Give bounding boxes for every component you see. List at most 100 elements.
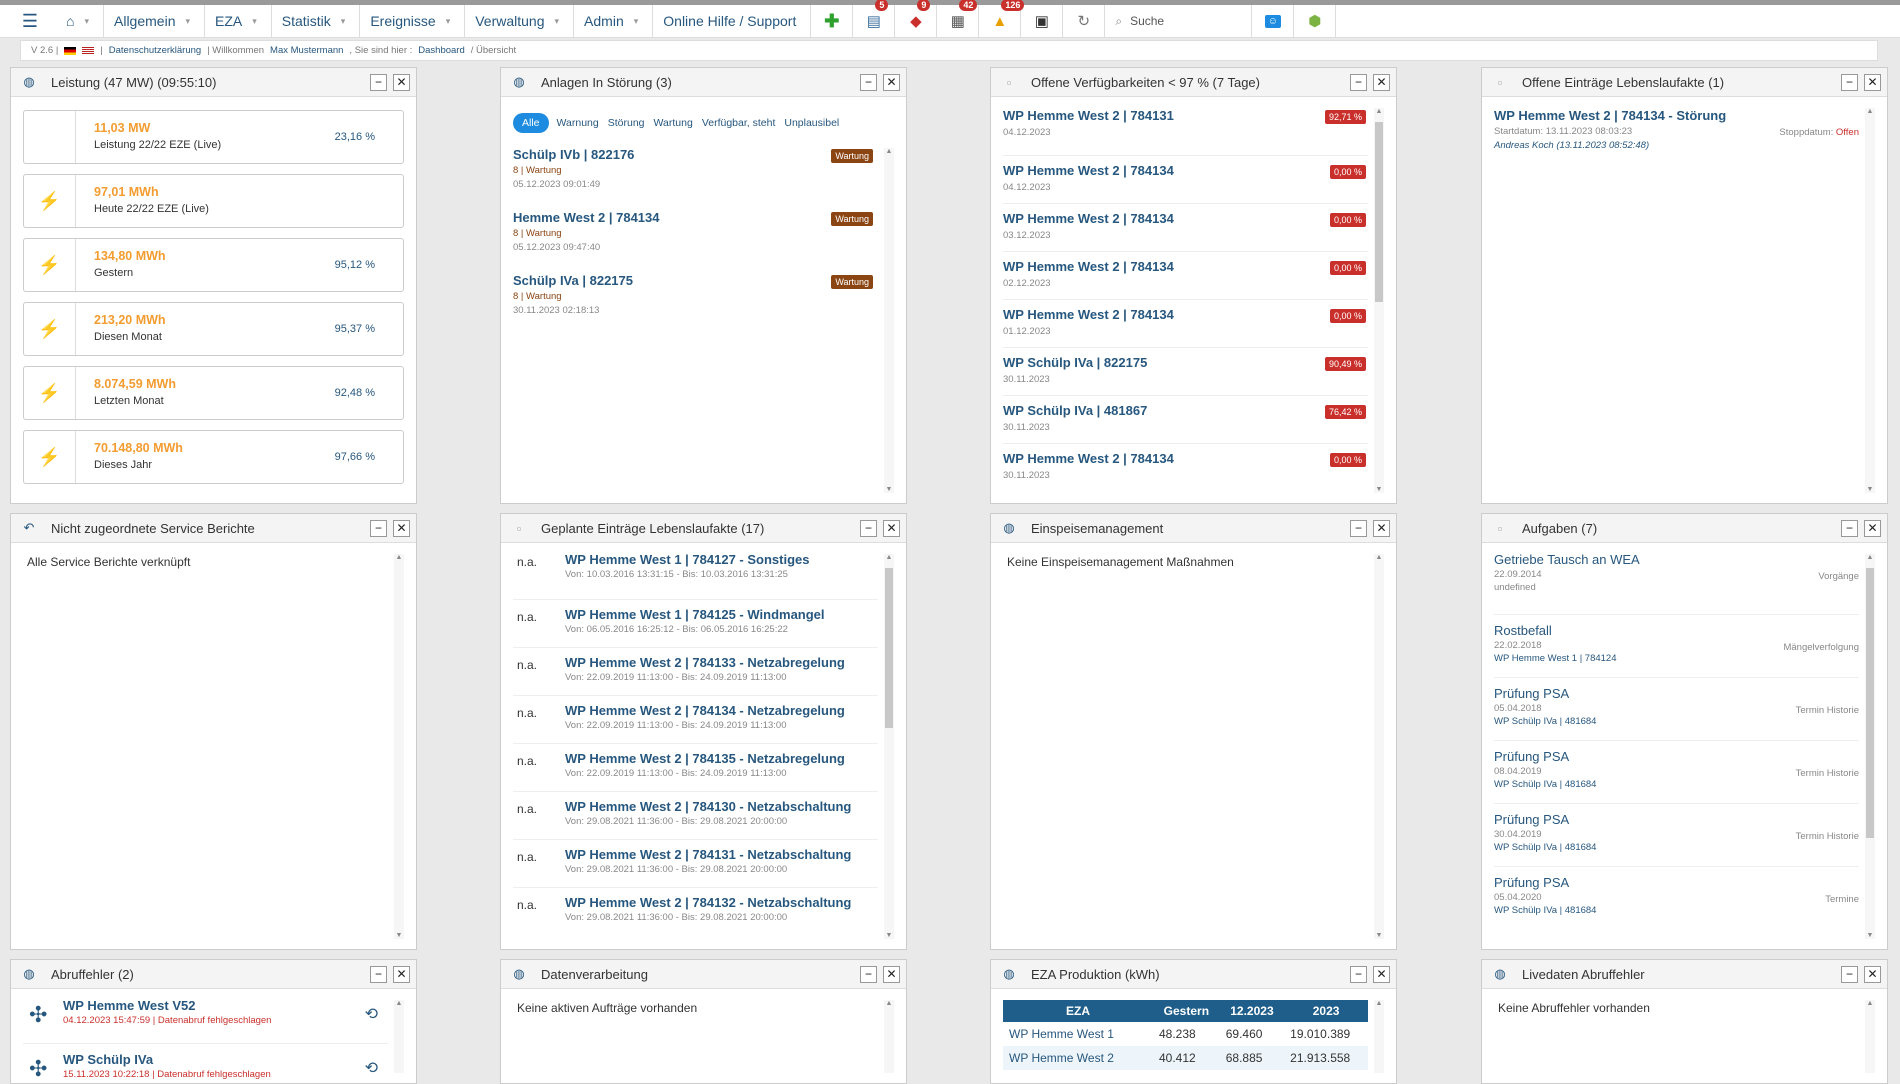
list-item[interactable]: WP Schülp IVa | 481867 30.11.2023 76,42 % <box>1003 396 1368 444</box>
close-button[interactable]: ✕ <box>883 73 900 91</box>
minimize-button[interactable]: − <box>1350 73 1367 91</box>
nav-ereignisse[interactable]: Ereignisse ▾ <box>360 4 466 38</box>
leistung-card[interactable]: ⚡ 213,20 MWh Diesen Monat 95,37 % <box>23 302 404 356</box>
filter-wartung[interactable]: Wartung <box>653 117 693 129</box>
list-item[interactable]: WP Hemme West 2 | 784134 - Störung Start… <box>1494 108 1859 151</box>
close-button[interactable]: ✕ <box>883 965 900 983</box>
retry-icon[interactable]: ⟲ <box>364 1006 378 1023</box>
nav-verwaltung[interactable]: Verwaltung ▾ <box>465 4 575 38</box>
scrollbar[interactable]: ▲ ▼ <box>884 148 894 493</box>
bell-icon[interactable]: ◆ 9 <box>895 0 938 38</box>
scrollbar[interactable]: ▲ ▼ <box>884 554 894 939</box>
minimize-button[interactable]: − <box>860 965 877 983</box>
minimize-button[interactable]: − <box>1350 519 1367 537</box>
list-item[interactable]: Getriebe Tausch an WEA 22.09.2014 undefine… <box>1494 552 1859 615</box>
leistung-card[interactable]: 11,03 MW Leistung 22/22 EZE (Live) 23,16 % <box>23 110 404 164</box>
list-item[interactable]: WP Hemme West 2 | 784134 30.11.2023 0,00 % <box>1003 444 1368 492</box>
nav-admin[interactable]: Admin ▾ <box>574 4 654 38</box>
privacy-link[interactable]: Datenschutzerklärung <box>108 45 202 56</box>
table-row[interactable]: WP Hemme West 1 48.238 69.460 19.010.389 <box>1009 1027 1351 1041</box>
list-item[interactable]: n.a. WP Hemme West 2 | 784132 - Netzabsch… <box>517 895 852 923</box>
nav-eza[interactable]: EZA ▾ <box>205 4 272 38</box>
database-icon[interactable]: ▣ <box>1021 4 1064 38</box>
calendar-icon[interactable]: ▦ 42 <box>937 0 980 38</box>
close-button[interactable]: ✕ <box>1373 73 1390 91</box>
scrollbar[interactable]: ▲ ▼ <box>1865 108 1875 493</box>
filter-verfuegbar[interactable]: Verfügbar, steht <box>701 117 776 129</box>
list-item[interactable]: ✣ WP Hemme West V52 04.12.2023 15:47:59 | … <box>23 998 388 1044</box>
table-row[interactable]: WP Hemme West 2 40.412 68.885 21.913.558 <box>1003 1046 1368 1070</box>
scrollbar[interactable]: ▲ ▼ <box>1374 554 1384 939</box>
flag-de-icon[interactable] <box>64 46 77 55</box>
leistung-card[interactable]: ⚡ 70.148,80 MWh Dieses Jahr 97,66 % <box>23 430 404 484</box>
retry-icon[interactable]: ⟲ <box>364 1060 378 1077</box>
plus-icon[interactable]: ✚ <box>811 4 854 38</box>
close-button[interactable]: ✕ <box>1864 73 1881 91</box>
close-button[interactable]: ✕ <box>1864 519 1881 537</box>
list-item[interactable]: n.a. WP Hemme West 2 | 784133 - Netzabreg… <box>513 648 878 696</box>
list-item[interactable]: Prüfung PSA 05.04.2020 WP Schülp IVa | 481… <box>1494 875 1859 916</box>
nav-allgemein[interactable]: Allgemein ▾ <box>104 4 206 38</box>
list-item[interactable]: Rostbefall 22.02.2018 WP Hemme West 1 | 78… <box>1494 615 1859 678</box>
list-item[interactable]: WP Hemme West 2 | 784134 04.12.2023 0,00 % <box>1003 156 1368 204</box>
warning-icon[interactable]: ▲ 126 <box>979 0 1025 38</box>
list-item[interactable]: n.a. WP Hemme West 2 | 784130 - Netzabsch… <box>513 792 878 840</box>
minimize-button[interactable]: − <box>370 73 387 91</box>
android-icon[interactable]: ⬢ <box>1294 4 1337 38</box>
minimize-button[interactable]: − <box>860 73 877 91</box>
document-icon[interactable]: ▤ 5 <box>853 0 896 38</box>
filter-warnung[interactable]: Warnung <box>556 117 599 129</box>
list-item[interactable]: n.a. WP Hemme West 2 | 784131 - Netzabsch… <box>513 840 878 888</box>
leistung-card[interactable]: ⚡ 8.074,59 MWh Letzten Monat 92,48 % <box>23 366 404 420</box>
nav-statistik[interactable]: Statistik ▾ <box>272 4 361 38</box>
user-link[interactable]: Max Mustermann <box>270 45 344 56</box>
list-item[interactable]: n.a. WP Hemme West 2 | 784135 - Netzabreg… <box>513 744 878 792</box>
refresh-icon[interactable]: ↻ <box>1063 4 1106 38</box>
minimize-button[interactable]: − <box>1841 519 1858 537</box>
scrollbar[interactable]: ▲ ▼ <box>1865 554 1875 939</box>
nav-help[interactable]: Online Hilfe / Support <box>653 4 812 38</box>
list-item[interactable]: ✣ WP Schülp IVa 15.11.2023 10:22:18 | Date… <box>29 1052 378 1081</box>
minimize-button[interactable]: − <box>370 965 387 983</box>
list-item[interactable]: Prüfung PSA 08.04.2019 WP Schülp IVa | 481… <box>1494 741 1859 804</box>
search-input[interactable]: ⌕ Suche <box>1105 4 1253 38</box>
list-item[interactable]: Prüfung PSA 05.04.2018 WP Schülp IVa | 481… <box>1494 678 1859 741</box>
scrollbar[interactable]: ▲ <box>1374 1000 1384 1073</box>
close-button[interactable]: ✕ <box>393 965 410 983</box>
close-button[interactable]: ✕ <box>393 519 410 537</box>
list-item[interactable]: n.a. WP Hemme West 1 | 784127 - Sonstiges… <box>513 552 878 600</box>
scrollbar[interactable]: ▲ <box>884 1000 894 1073</box>
filter-stoerung[interactable]: Störung <box>607 117 645 129</box>
home-menu[interactable]: ⌂ ▾ <box>44 4 104 38</box>
list-item[interactable]: Schülp IVa | 822175 8 | Wartung 30.11.2023… <box>513 273 878 331</box>
close-button[interactable]: ✕ <box>883 519 900 537</box>
breadcrumb-dashboard[interactable]: Dashboard <box>418 45 465 56</box>
scrollbar[interactable]: ▲ ▼ <box>1374 108 1384 493</box>
leistung-card[interactable]: ⚡ 97,01 MWh Heute 22/22 EZE (Live) <box>23 174 404 228</box>
list-item[interactable]: Hemme West 2 | 784134 8 | Wartung 05.12.20… <box>513 210 878 268</box>
filter-unplausibel[interactable]: Unplausibel <box>784 117 840 129</box>
close-button[interactable]: ✕ <box>1373 965 1390 983</box>
close-button[interactable]: ✕ <box>393 73 410 91</box>
minimize-button[interactable]: − <box>1350 965 1367 983</box>
minimize-button[interactable]: − <box>1841 965 1858 983</box>
list-item[interactable]: WP Hemme West 2 | 784134 02.12.2023 0,00 % <box>1003 252 1368 300</box>
filter-alle[interactable]: Alle <box>513 113 549 133</box>
minimize-button[interactable]: − <box>860 519 877 537</box>
menu-icon[interactable]: ☰ <box>21 10 39 31</box>
user-icon[interactable]: ☺ <box>1252 4 1295 38</box>
list-item[interactable]: WP Hemme West 2 | 784134 03.12.2023 0,00 % <box>1003 204 1368 252</box>
list-item[interactable]: WP Schülp IVa | 822175 30.11.2023 90,49 % <box>1003 348 1368 396</box>
list-item[interactable]: WP Hemme West 2 | 784134 01.12.2023 0,00 % <box>1003 300 1368 348</box>
list-item[interactable]: n.a. WP Hemme West 2 | 784134 - Netzabreg… <box>513 696 878 744</box>
list-item[interactable]: n.a. WP Hemme West 1 | 784125 - Windmange… <box>513 600 878 648</box>
list-item[interactable]: WP Hemme West 2 | 784131 04.12.2023 92,71 … <box>1003 108 1368 156</box>
list-item[interactable]: Schülp IVb | 822176 8 | Wartung 05.12.2023… <box>513 147 878 205</box>
scrollbar[interactable]: ▲ <box>1865 1000 1875 1073</box>
flag-us-icon[interactable] <box>82 46 95 55</box>
leistung-card[interactable]: ⚡ 134,80 MWh Gestern 95,12 % <box>23 238 404 292</box>
close-button[interactable]: ✕ <box>1373 519 1390 537</box>
minimize-button[interactable]: − <box>1841 73 1858 91</box>
close-button[interactable]: ✕ <box>1864 965 1881 983</box>
minimize-button[interactable]: − <box>370 519 387 537</box>
